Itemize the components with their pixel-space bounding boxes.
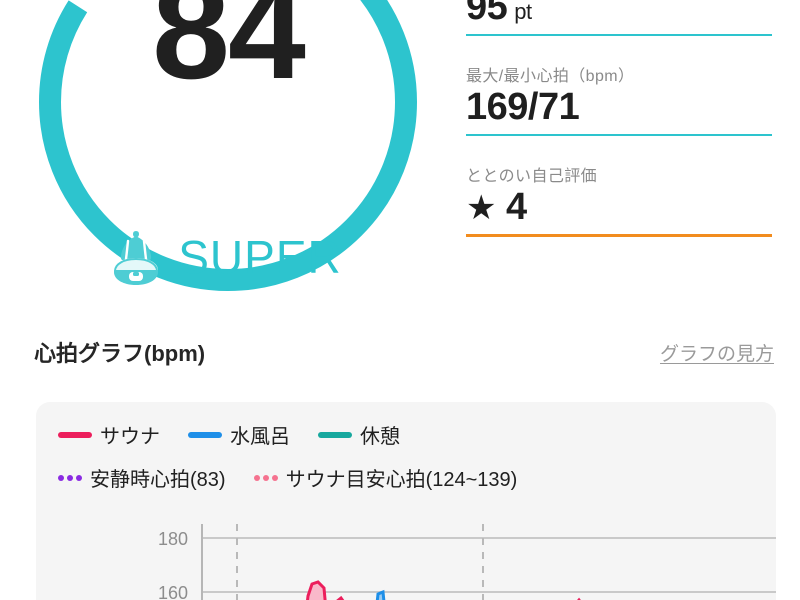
stat-self-rating-value-row: ★ 4 bbox=[466, 185, 772, 228]
legend-label-rest: 休憩 bbox=[360, 426, 400, 448]
stat-point-unit: pt bbox=[514, 0, 532, 24]
stat-point-value-row: 95 pt bbox=[466, 0, 772, 28]
legend-swatch-cold-bath bbox=[188, 431, 222, 438]
graph-help-link[interactable]: グラフの見方 bbox=[659, 343, 774, 365]
stat-heart-rate: 最大/最小心拍（bpm） 169/71 bbox=[466, 62, 772, 136]
stat-heart-rate-value-row: 169/71 bbox=[466, 85, 772, 128]
chart-legend: サウナ 水風呂 休憩 安静時心拍(83) bbox=[58, 420, 545, 506]
score-ring-svg bbox=[39, 0, 417, 291]
legend-label-cold-bath: 水風呂 bbox=[230, 426, 290, 448]
legend-swatch-sauna bbox=[58, 431, 92, 438]
legend-item-rest[interactable]: 休憩 bbox=[318, 420, 400, 449]
legend-dots-target-hr bbox=[253, 474, 278, 481]
stat-point: 95 pt bbox=[466, 0, 772, 36]
legend-label-sauna: サウナ bbox=[100, 426, 160, 448]
heart-rate-chart-card: サウナ 水風呂 休憩 安静時心拍(83) bbox=[36, 402, 776, 600]
score-value: 84 bbox=[152, 0, 306, 108]
stat-heart-rate-rule bbox=[466, 133, 772, 136]
stat-point-value: 95 bbox=[466, 0, 508, 28]
stat-self-rating: ととのい自己評価 ★ 4 bbox=[466, 162, 772, 237]
stat-self-rating-label: ととのい自己評価 bbox=[466, 167, 598, 185]
legend-item-resting-hr[interactable]: 安静時心拍(83) bbox=[58, 463, 226, 492]
heart-rate-plot-svg: 180 160 bbox=[158, 524, 776, 600]
legend-item-cold-bath[interactable]: 水風呂 bbox=[188, 420, 290, 449]
rank-row: SUPER bbox=[0, 228, 450, 286]
star-icon: ★ bbox=[466, 188, 496, 227]
legend-label-resting-hr: 安静時心拍(83) bbox=[90, 469, 226, 491]
stats-panel: 95 pt 最大/最小心拍（bpm） 169/71 ととのい自己評価 ★ 4 bbox=[466, 0, 772, 237]
score-panel: 84 SUPER bbox=[0, 0, 450, 310]
legend-row-primary: サウナ 水風呂 休憩 bbox=[58, 420, 545, 449]
y-tick-160: 160 bbox=[158, 583, 188, 600]
sauna-mascot-icon bbox=[114, 231, 159, 285]
rank-label: SUPER bbox=[178, 231, 342, 283]
series-cold-bath bbox=[375, 589, 386, 600]
stat-point-rule bbox=[466, 33, 772, 36]
heart-rate-section-header: 心拍グラフ(bpm) グラフの見方 bbox=[34, 336, 774, 368]
y-tick-180: 180 bbox=[158, 529, 188, 549]
legend-dots-resting-hr bbox=[58, 474, 82, 481]
stat-heart-rate-label: 最大/最小心拍（bpm） bbox=[466, 67, 635, 85]
stat-heart-rate-value: 169/71 bbox=[466, 85, 580, 128]
stat-self-rating-rule bbox=[466, 233, 772, 237]
legend-item-target-hr[interactable]: サウナ目安心拍(124~139) bbox=[253, 463, 518, 492]
page-title: 心拍グラフ(bpm) bbox=[34, 341, 206, 366]
legend-item-sauna[interactable]: サウナ bbox=[58, 420, 160, 449]
legend-row-reference: 安静時心拍(83) サウナ目安心拍(124~139) bbox=[58, 463, 545, 492]
stat-self-rating-value: 4 bbox=[505, 185, 527, 228]
score-ring bbox=[28, 0, 428, 302]
legend-swatch-rest bbox=[318, 431, 352, 438]
legend-label-target-hr: サウナ目安心拍(124~139) bbox=[285, 469, 518, 491]
heart-rate-plot: 180 160 bbox=[36, 510, 776, 600]
